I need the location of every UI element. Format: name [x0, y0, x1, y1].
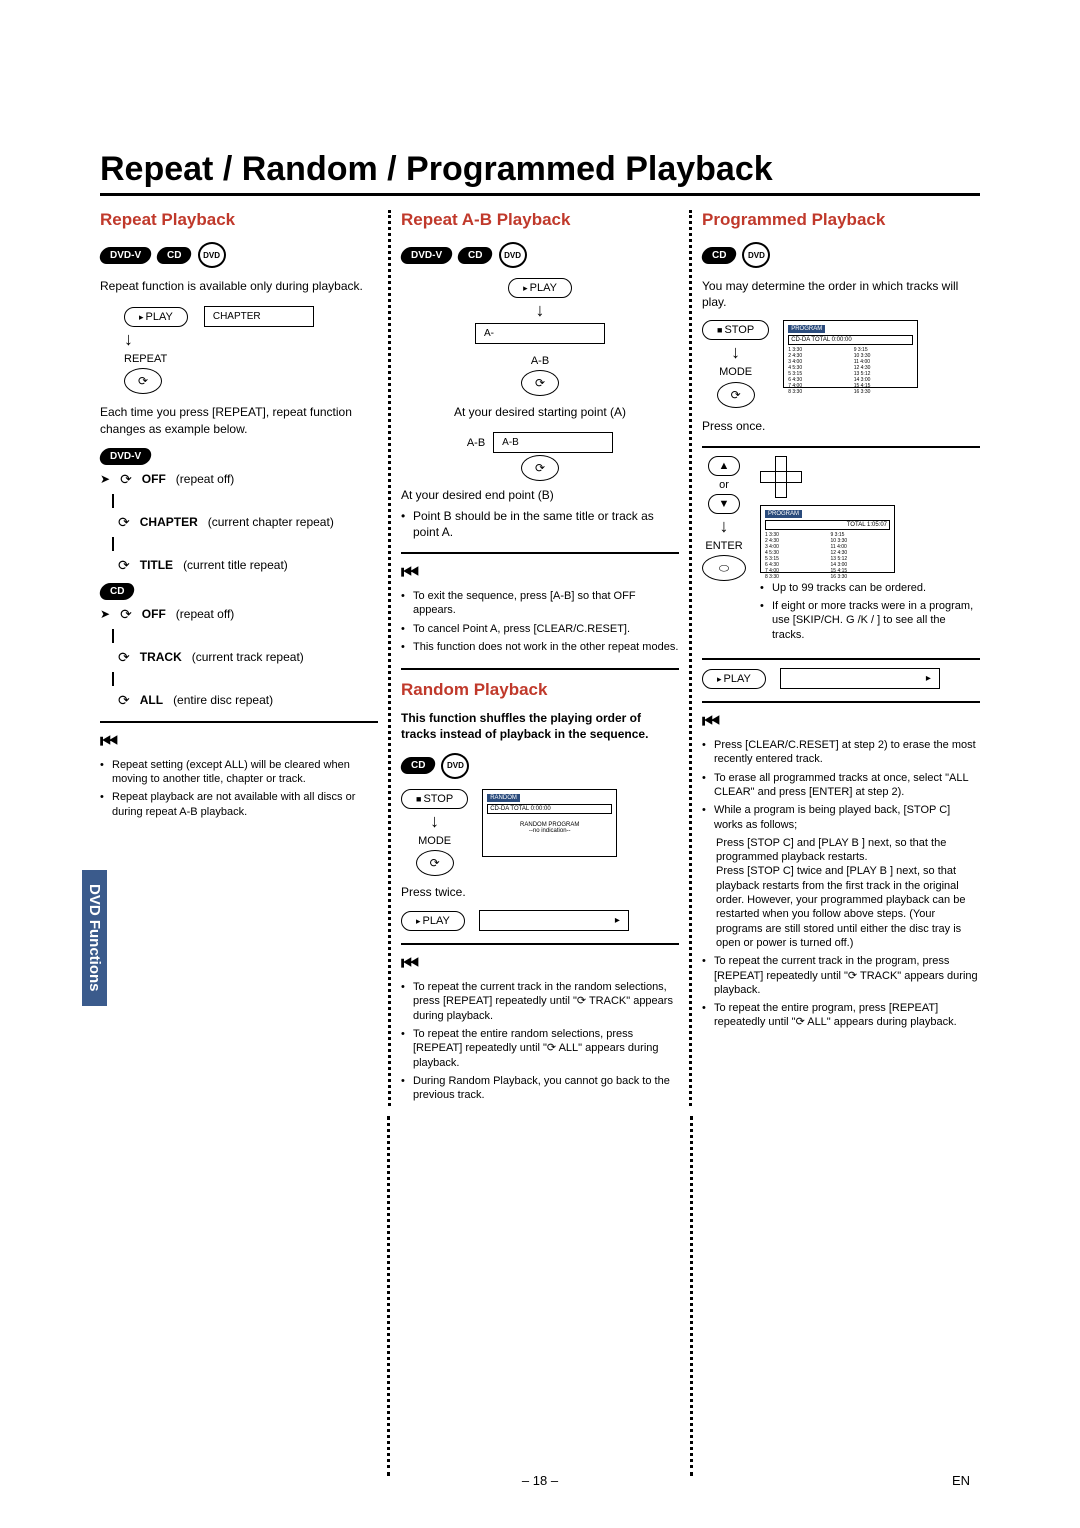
screen-a: A-: [475, 323, 605, 344]
play-button-4[interactable]: PLAY: [702, 669, 766, 689]
badge-dvd-disc-3: DVD: [441, 753, 469, 779]
ab-label-2: A-B: [467, 436, 485, 450]
or-label: or: [719, 478, 729, 492]
repeat-row-off2: ➤⟳ OFF (repeat off): [100, 606, 378, 623]
ab-button-1[interactable]: ⟳: [521, 370, 559, 396]
random-intro: This function shuffles the playing order…: [401, 710, 679, 742]
badge-dvdv: DVD-V: [98, 247, 153, 264]
rewind-icon-2: ⏮: [401, 562, 679, 585]
mode-label: MODE: [418, 834, 451, 848]
random-notes: To repeat the current track in the rando…: [401, 980, 679, 1102]
prog-play-box: [780, 668, 940, 689]
page-lang: EN: [952, 1473, 970, 1488]
repeat-notes: Repeat setting (except ALL) will be clea…: [100, 758, 378, 819]
dotted-tails: [100, 1116, 980, 1476]
enter-button[interactable]: ⬭: [702, 555, 746, 581]
repeat-row-chapter: ⟳ CHAPTER (current chapter repeat): [100, 514, 378, 531]
ab-button-2[interactable]: ⟳: [521, 455, 559, 481]
badge-dvd-disc-4: DVD: [742, 242, 770, 268]
mode-button[interactable]: ⟳: [416, 850, 454, 876]
prog-title: Programmed Playback: [702, 210, 980, 230]
badge-cd-3: CD: [456, 247, 494, 264]
repeat-row-track: ⟳ TRACK (current track repeat): [100, 649, 378, 666]
ab-line2: At your desired end point (B): [401, 487, 679, 503]
prog-media-badges: CD DVD: [702, 242, 980, 268]
prog-mid-notes: Up to 99 tracks can be ordered. If eight…: [760, 581, 980, 642]
prog-notes-2: To repeat the current track in the progr…: [702, 954, 980, 1029]
badge-cd-2: CD: [98, 583, 136, 600]
arrow-down-icon-4: [731, 342, 740, 363]
random-play-box: [479, 910, 629, 931]
badge-cd: CD: [155, 247, 193, 264]
enter-label: ENTER: [705, 539, 742, 553]
repeat-row-off1: ➤⟳ OFF (repeat off): [100, 471, 378, 488]
play-button[interactable]: PLAY: [124, 307, 188, 327]
badge-dvdv-2: DVD-V: [98, 448, 153, 465]
stop-button[interactable]: STOP: [401, 789, 468, 809]
down-button[interactable]: ▼: [708, 494, 741, 514]
random-screen: RANDOM CD-DA TOTAL 0:00:00 RANDOM PROGRA…: [482, 789, 617, 857]
arrow-down-icon: [124, 329, 133, 350]
screen-ab: A-B: [493, 432, 613, 453]
up-button[interactable]: ▲: [708, 456, 741, 476]
repeat-each-time: Each time you press [REPEAT], repeat fun…: [100, 404, 378, 436]
prog-screen-1: PROGRAM CD-DA TOTAL 0:00:00 1 3:302 4:30…: [783, 320, 918, 388]
rewind-icon-4: ⏮: [702, 711, 980, 734]
badge-cd-4: CD: [399, 757, 437, 774]
rewind-icon-3: ⏮: [401, 953, 679, 976]
press-once: Press once.: [702, 418, 980, 434]
repeat-media-badges: DVD-V CD DVD: [100, 242, 378, 268]
prog-intro: You may determine the order in which tra…: [702, 278, 980, 310]
repeat-button[interactable]: ⟳: [124, 368, 162, 394]
arrow-down-icon-2: [536, 300, 545, 321]
repeat-row-all: ⟳ ALL (entire disc repeat): [100, 692, 378, 709]
stop-button-2[interactable]: STOP: [702, 320, 769, 340]
play-button-3[interactable]: PLAY: [401, 911, 465, 931]
mode-label-2: MODE: [719, 365, 752, 379]
prog-screen-2: PROGRAM TOTAL 1:05:07 1 3:302 4:303 4:00…: [760, 505, 895, 573]
ab-notes: To exit the sequence, press [A-B] so tha…: [401, 589, 679, 654]
random-title: Random Playback: [401, 668, 679, 700]
page-title: Repeat / Random / Programmed Playback: [100, 150, 980, 196]
side-tab: DVD Functions: [82, 870, 107, 1006]
press-twice: Press twice.: [401, 884, 679, 900]
badge-dvd-disc: DVD: [198, 242, 226, 268]
prog-sub-notes: Press [STOP C] and [PLAY B ] next, so th…: [716, 836, 980, 950]
ab-media-badges: DVD-V CD DVD: [401, 242, 679, 268]
ab-label-1: A-B: [531, 354, 549, 368]
prog-notes: Press [CLEAR/C.RESET] at step 2) to eras…: [702, 738, 980, 832]
arrow-down-icon-5: [720, 516, 729, 537]
repeat-intro: Repeat function is available only during…: [100, 278, 378, 294]
play-button-2[interactable]: PLAY: [508, 278, 572, 298]
badge-cd-5: CD: [700, 247, 738, 264]
screen-chapter: CHAPTER: [204, 306, 314, 327]
repeat-label: REPEAT: [124, 352, 167, 366]
repeat-row-title: ⟳ TITLE (current title repeat): [100, 557, 378, 574]
ab-line1: At your desired starting point (A): [401, 404, 679, 420]
badge-dvdv-3: DVD-V: [399, 247, 454, 264]
ab-title: Repeat A-B Playback: [401, 210, 679, 230]
mode-button-2[interactable]: ⟳: [717, 382, 755, 408]
rewind-icon: ⏮: [100, 731, 378, 754]
random-media-badges: CD DVD: [401, 753, 679, 779]
repeat-title: Repeat Playback: [100, 210, 378, 230]
dpad-icon[interactable]: [760, 456, 800, 496]
badge-dvd-disc-2: DVD: [499, 242, 527, 268]
arrow-down-icon-3: [430, 811, 439, 832]
ab-bullet1: Point B should be in the same title or t…: [401, 508, 679, 540]
page-number: – 18 –: [0, 1473, 1080, 1488]
